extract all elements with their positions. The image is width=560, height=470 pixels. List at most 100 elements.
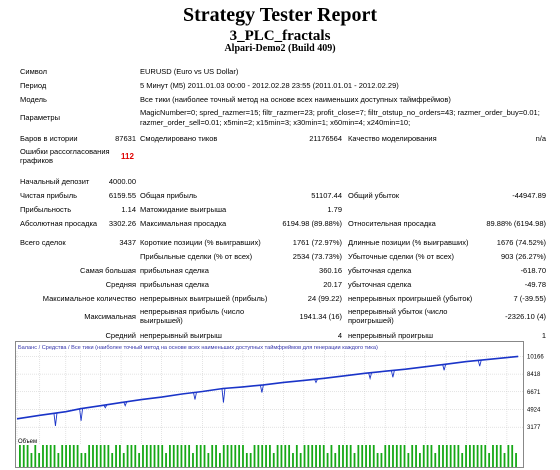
volume-bar — [315, 445, 317, 467]
params-line-1: MagicNumber=0; spred_razmer=15; filtr_ra… — [140, 108, 540, 117]
volume-bar — [249, 453, 252, 467]
maximal-loss-label-1: непрерывный убыток (число — [348, 307, 448, 316]
profit-factor-value: 1.14 — [121, 205, 136, 214]
model-label: Модель — [20, 95, 47, 104]
symbol-label: Символ — [20, 67, 48, 76]
volume-bar — [142, 445, 144, 467]
volume-bar — [307, 445, 310, 467]
volume-bar — [299, 453, 302, 467]
volume-bar — [215, 445, 217, 467]
volume-bar — [107, 445, 110, 467]
volume-bar — [149, 445, 152, 467]
volume-bar — [303, 445, 306, 467]
volume-bar — [42, 445, 44, 467]
volume-bar — [453, 445, 456, 467]
volume-bar — [511, 445, 514, 467]
volume-bar — [334, 453, 337, 467]
volume-bar — [199, 445, 202, 467]
volume-bar — [188, 445, 191, 467]
gross-profit-value: 51107.44 — [311, 191, 342, 200]
volume-bar — [499, 445, 502, 467]
volume-bar — [265, 445, 267, 467]
volume-bar — [257, 445, 260, 467]
y-tick-label: 6671 — [527, 390, 541, 396]
volume-bar — [515, 453, 517, 467]
volume-bar — [157, 445, 160, 467]
largest-loss-label: убыточная сделка — [348, 266, 412, 275]
volume-bar — [430, 445, 433, 467]
volume-bar — [288, 445, 291, 467]
volume-bar — [345, 445, 348, 467]
volume-bar — [180, 445, 183, 467]
maximal-label: Максимальная — [84, 312, 136, 321]
short-positions-value: 1761 (72.97%) — [292, 238, 342, 247]
deposit-value: 4000.00 — [108, 177, 136, 186]
deposit-label: Начальный депозит — [20, 177, 90, 186]
volume-bar — [122, 453, 125, 467]
avg-cons-losses-value: 1 — [541, 331, 546, 340]
volume-bar — [492, 445, 494, 467]
profit-trades-value: 2534 (73.73%) — [292, 252, 342, 261]
volume-bar — [134, 445, 137, 467]
volume-bar — [361, 445, 364, 467]
volume-bar — [222, 445, 225, 467]
volume-bar — [238, 445, 241, 467]
volume-bar — [138, 453, 141, 467]
maximal-loss-label-2: проигрышей) — [348, 316, 394, 325]
volume-bar — [503, 453, 506, 467]
volume-bar — [57, 453, 60, 467]
volume-bar — [415, 445, 417, 467]
y-tick-label: 3177 — [527, 425, 541, 431]
volume-bar — [399, 445, 402, 467]
avg-cons-wins-value: 4 — [337, 331, 342, 340]
profit-trades-label: Прибыльные сделки (% от всех) — [140, 252, 253, 261]
gross-loss-value: -44947.89 — [512, 191, 546, 200]
model-value: Все тики (наиболее точный метод на основ… — [140, 95, 451, 104]
long-positions-value: 1676 (74.52%) — [496, 238, 546, 247]
volume-bar — [161, 445, 164, 467]
volume-bar — [272, 453, 275, 467]
volume-bar — [376, 453, 379, 467]
average-label: Средняя — [105, 280, 136, 289]
volume-bar — [111, 453, 114, 467]
volume-bar — [403, 445, 406, 467]
volume-bar — [245, 453, 248, 467]
volume-bar — [22, 445, 25, 467]
maximal-profit-label-1: непрерывная прибыль (число — [140, 307, 245, 316]
volume-bar — [19, 445, 21, 467]
volume-bar — [26, 445, 29, 467]
volume-bar — [434, 453, 437, 467]
volume-bar — [388, 445, 391, 467]
volume-bar — [507, 445, 510, 467]
volume-bar — [426, 445, 429, 467]
volume-bar — [30, 453, 33, 467]
volume-bar — [461, 453, 464, 467]
volume-bar — [84, 453, 87, 467]
equity-dip — [123, 401, 128, 407]
volume-bar — [392, 445, 394, 467]
volume-bar — [226, 445, 229, 467]
long-positions-label: Длинные позиции (% выигравших) — [348, 238, 469, 247]
volume-bar — [449, 445, 452, 467]
loss-trades-value: 903 (26.27%) — [500, 252, 546, 261]
average-profit-label: прибыльная сделка — [140, 280, 209, 289]
equity-dip — [259, 384, 264, 393]
volume-bar — [230, 445, 233, 467]
maximal-loss-value: -2326.10 (4) — [505, 312, 546, 321]
volume-bar — [207, 453, 210, 467]
volume-bar — [365, 445, 367, 467]
params-line-2: razmer_order_sell=0.01; x5min=2; x15min=… — [140, 118, 411, 127]
rel-drawdown-label: Относительная просадка — [348, 219, 436, 228]
volume-bar — [411, 445, 414, 467]
volume-bar — [469, 445, 471, 467]
y-tick-label: 10166 — [527, 354, 544, 360]
volume-bar — [292, 453, 294, 467]
bars-label: Баров в истории — [20, 134, 78, 143]
volume-bar — [80, 453, 83, 467]
volume-bars — [16, 445, 523, 467]
max-count-label: Максимальное количество — [42, 294, 136, 303]
volume-bar — [195, 445, 198, 467]
volume-bar — [34, 445, 37, 467]
equity-dip — [442, 364, 447, 371]
avg-cons-wins-label: непрерывный выигрыш — [140, 331, 222, 340]
